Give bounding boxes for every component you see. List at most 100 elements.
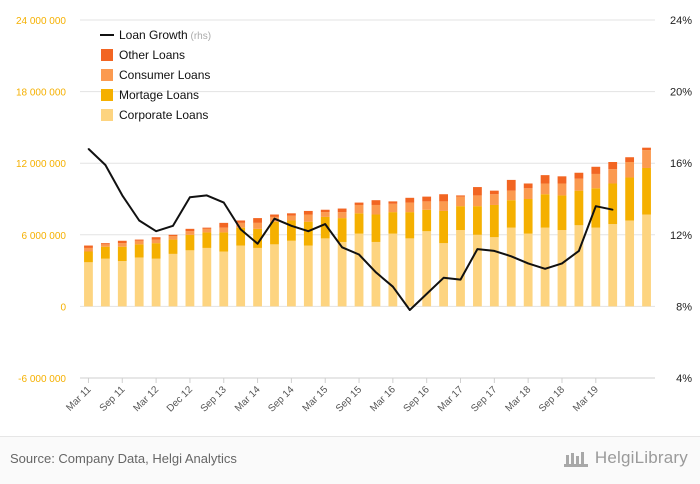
bar-mortage-loans [337, 218, 347, 242]
bar-mortage-loans [202, 232, 212, 248]
legend-color-swatch [101, 49, 113, 61]
bar-corporate-loans [642, 214, 651, 307]
bar-mortage-loans [422, 209, 432, 232]
bar-mortage-loans [100, 246, 110, 259]
x-tick-label: Mar 14 [233, 384, 263, 414]
x-tick-label: Sep 13 [199, 384, 229, 414]
bar-corporate-loans [439, 243, 448, 307]
bar-consumer-loans [523, 188, 533, 199]
bar-corporate-loans [100, 258, 110, 307]
y-left-tick-label: 0 [60, 302, 66, 313]
loan-growth-point [510, 255, 513, 258]
bar-other-loans [506, 179, 516, 191]
bar-consumer-loans [253, 222, 262, 229]
bar-mortage-loans [134, 244, 144, 258]
brand-logo[interactable]: HelgiLibrary [563, 448, 688, 468]
bar-corporate-loans [270, 244, 279, 307]
bar-other-loans [388, 201, 398, 204]
bar-corporate-loans [151, 258, 161, 307]
x-tick-label: Mar 15 [301, 384, 331, 414]
x-tick-label: Sep 18 [537, 384, 567, 414]
loan-growth-point [87, 148, 90, 150]
bar-other-loans [168, 234, 178, 236]
legend-label: Mortage Loans [119, 88, 199, 102]
bar-mortage-loans [253, 228, 262, 248]
bar-other-loans [134, 239, 144, 241]
bar-other-loans [371, 200, 381, 205]
x-tick-label: Mar 19 [571, 384, 601, 414]
bar-other-loans [219, 222, 229, 228]
loan-growth-point [239, 228, 242, 231]
bar-other-loans [354, 202, 364, 205]
bar-corporate-loans [489, 237, 499, 307]
bar-corporate-loans [574, 225, 584, 307]
y-left-tick-label: 24 000 000 [16, 16, 66, 27]
bar-mortage-loans [287, 220, 296, 241]
loan-growth-point [256, 242, 259, 245]
bar-mortage-loans [523, 199, 533, 234]
bar-corporate-loans [388, 233, 398, 307]
loan-growth-point [307, 230, 310, 233]
bar-consumer-loans [608, 169, 618, 184]
bar-mortage-loans [219, 232, 229, 252]
bar-consumer-loans [84, 247, 93, 252]
bar-other-loans [303, 210, 313, 215]
bar-mortage-loans [473, 206, 482, 235]
bar-consumer-loans [388, 203, 398, 213]
legend-color-swatch [101, 69, 113, 81]
footer: Source: Company Data, Helgi Analytics He… [0, 436, 700, 484]
legend-color-swatch [101, 109, 113, 121]
loan-growth-point [595, 205, 597, 207]
loan-growth-point [121, 194, 124, 197]
bar-consumer-loans [303, 214, 313, 222]
legend-color-swatch [101, 89, 113, 101]
y-left-tick-label: 6 000 000 [22, 231, 67, 242]
bar-corporate-loans [456, 230, 465, 307]
bar-mortage-loans [185, 234, 195, 251]
bar-consumer-loans [236, 222, 246, 228]
bar-corporate-loans [202, 247, 212, 307]
bar-corporate-loans [168, 253, 178, 307]
bar-corporate-loans [473, 234, 482, 307]
bar-corporate-loans [422, 231, 432, 307]
library-icon [563, 452, 588, 467]
x-tick-label: Dec 12 [165, 384, 195, 414]
bar-corporate-loans [320, 238, 330, 307]
loan-growth-point [222, 201, 225, 204]
x-tick-label: Sep 16 [402, 384, 432, 414]
bar-corporate-loans [506, 227, 516, 307]
y-left-tick-label: 18 000 000 [16, 88, 66, 99]
bar-other-loans [100, 243, 110, 245]
bar-mortage-loans [456, 206, 465, 231]
y-left-tick-label: -6 000 000 [18, 374, 66, 385]
loan-growth-point [155, 230, 157, 233]
loan-growth-point [341, 246, 343, 249]
bar-corporate-loans [219, 251, 229, 307]
loan-growth-point [544, 268, 546, 270]
y-right-tick-label: 4% [676, 373, 692, 385]
legend-label: Other Loans [119, 48, 185, 62]
bar-mortage-loans [405, 212, 415, 239]
bar-mortage-loans [151, 243, 161, 259]
bar-corporate-loans [523, 233, 533, 307]
bar-consumer-loans [100, 244, 110, 247]
bar-corporate-loans [236, 245, 246, 307]
x-tick-label: Mar 18 [503, 384, 533, 414]
bar-mortage-loans [557, 195, 567, 231]
bar-corporate-loans [371, 241, 381, 307]
y-right-tick-label: 24% [670, 15, 692, 27]
bar-other-loans [473, 187, 482, 196]
bar-consumer-loans [354, 204, 364, 214]
loan-growth-point [290, 225, 293, 227]
bar-other-loans [439, 194, 448, 202]
loan-growth-point [527, 262, 529, 265]
bar-corporate-loans [557, 230, 567, 307]
loan-growth-point [358, 253, 360, 256]
bar-other-loans [151, 237, 161, 240]
bar-other-loans [320, 209, 330, 213]
x-tick-label: Sep 17 [469, 384, 499, 414]
bar-other-loans [117, 240, 127, 244]
bar-mortage-loans [236, 227, 246, 246]
y-left-tick-label: 12 000 000 [16, 159, 66, 170]
bar-consumer-loans [185, 231, 195, 235]
